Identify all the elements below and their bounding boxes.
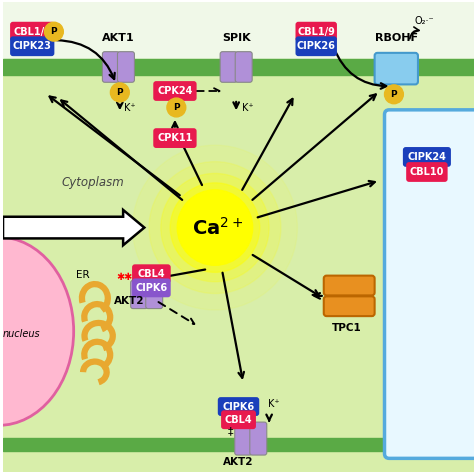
Circle shape: [167, 98, 186, 117]
Text: K⁺: K⁺: [268, 399, 280, 409]
Circle shape: [170, 183, 260, 273]
Circle shape: [149, 162, 281, 293]
FancyBboxPatch shape: [131, 280, 147, 309]
Text: AKT1: AKT1: [102, 33, 135, 43]
Circle shape: [161, 173, 269, 282]
FancyBboxPatch shape: [218, 397, 259, 416]
Bar: [3, 1, 474, 59]
Text: RBOHF: RBOHF: [375, 33, 418, 43]
Circle shape: [133, 145, 297, 310]
Text: CBL4: CBL4: [137, 269, 165, 279]
Text: Ca$^{2+}$: Ca$^{2+}$: [192, 217, 243, 238]
FancyArrow shape: [3, 210, 144, 245]
Circle shape: [45, 22, 64, 41]
FancyBboxPatch shape: [221, 410, 256, 429]
FancyBboxPatch shape: [220, 52, 237, 82]
FancyBboxPatch shape: [324, 296, 374, 316]
FancyBboxPatch shape: [10, 36, 55, 56]
FancyBboxPatch shape: [118, 52, 135, 82]
Ellipse shape: [0, 237, 73, 425]
FancyBboxPatch shape: [146, 280, 163, 309]
Bar: [3, 59, 474, 74]
Text: CIPK24: CIPK24: [408, 152, 447, 162]
FancyBboxPatch shape: [295, 22, 337, 42]
Circle shape: [110, 83, 129, 102]
FancyBboxPatch shape: [295, 36, 337, 56]
FancyBboxPatch shape: [374, 53, 418, 84]
Text: TPC1: TPC1: [332, 323, 362, 333]
Text: P: P: [117, 88, 123, 97]
FancyBboxPatch shape: [153, 81, 197, 101]
Text: CIPK6: CIPK6: [135, 283, 167, 293]
Text: P: P: [51, 27, 57, 36]
FancyBboxPatch shape: [235, 422, 252, 455]
Text: CIPK26: CIPK26: [297, 41, 336, 51]
Text: nucleus: nucleus: [3, 328, 41, 338]
FancyBboxPatch shape: [250, 422, 267, 455]
Text: P: P: [173, 103, 180, 112]
FancyBboxPatch shape: [132, 278, 171, 297]
Text: CPK24: CPK24: [157, 86, 192, 96]
Text: CBL4: CBL4: [225, 415, 252, 425]
Text: CBL1/9: CBL1/9: [297, 27, 335, 36]
Text: K⁺: K⁺: [242, 103, 254, 113]
Text: CBL10: CBL10: [410, 167, 444, 177]
FancyBboxPatch shape: [132, 264, 171, 283]
Circle shape: [384, 85, 403, 104]
Bar: [3, 59, 474, 473]
FancyBboxPatch shape: [153, 128, 197, 148]
Text: CPK11: CPK11: [157, 133, 192, 143]
Text: CIPK6: CIPK6: [222, 401, 255, 411]
FancyBboxPatch shape: [403, 147, 451, 167]
Circle shape: [177, 190, 253, 265]
FancyBboxPatch shape: [324, 275, 374, 295]
Text: CBL1/9: CBL1/9: [13, 27, 51, 36]
Text: ER: ER: [76, 270, 90, 280]
Text: AKT2: AKT2: [223, 457, 254, 467]
Text: AKT2: AKT2: [114, 296, 145, 306]
FancyBboxPatch shape: [235, 52, 252, 82]
Text: O₂·⁻: O₂·⁻: [415, 16, 434, 26]
FancyBboxPatch shape: [10, 22, 55, 42]
Text: P: P: [391, 90, 397, 99]
Text: Cytoplasm: Cytoplasm: [61, 176, 124, 189]
FancyBboxPatch shape: [384, 110, 474, 458]
Text: ✱✱: ✱✱: [117, 272, 133, 282]
FancyBboxPatch shape: [102, 52, 119, 82]
Text: SPIK: SPIK: [222, 33, 250, 43]
Text: K⁺: K⁺: [124, 103, 136, 113]
Text: ‡: ‡: [228, 426, 233, 436]
Bar: [3, 438, 474, 451]
FancyBboxPatch shape: [406, 162, 447, 182]
Text: CIPK23: CIPK23: [13, 41, 52, 51]
